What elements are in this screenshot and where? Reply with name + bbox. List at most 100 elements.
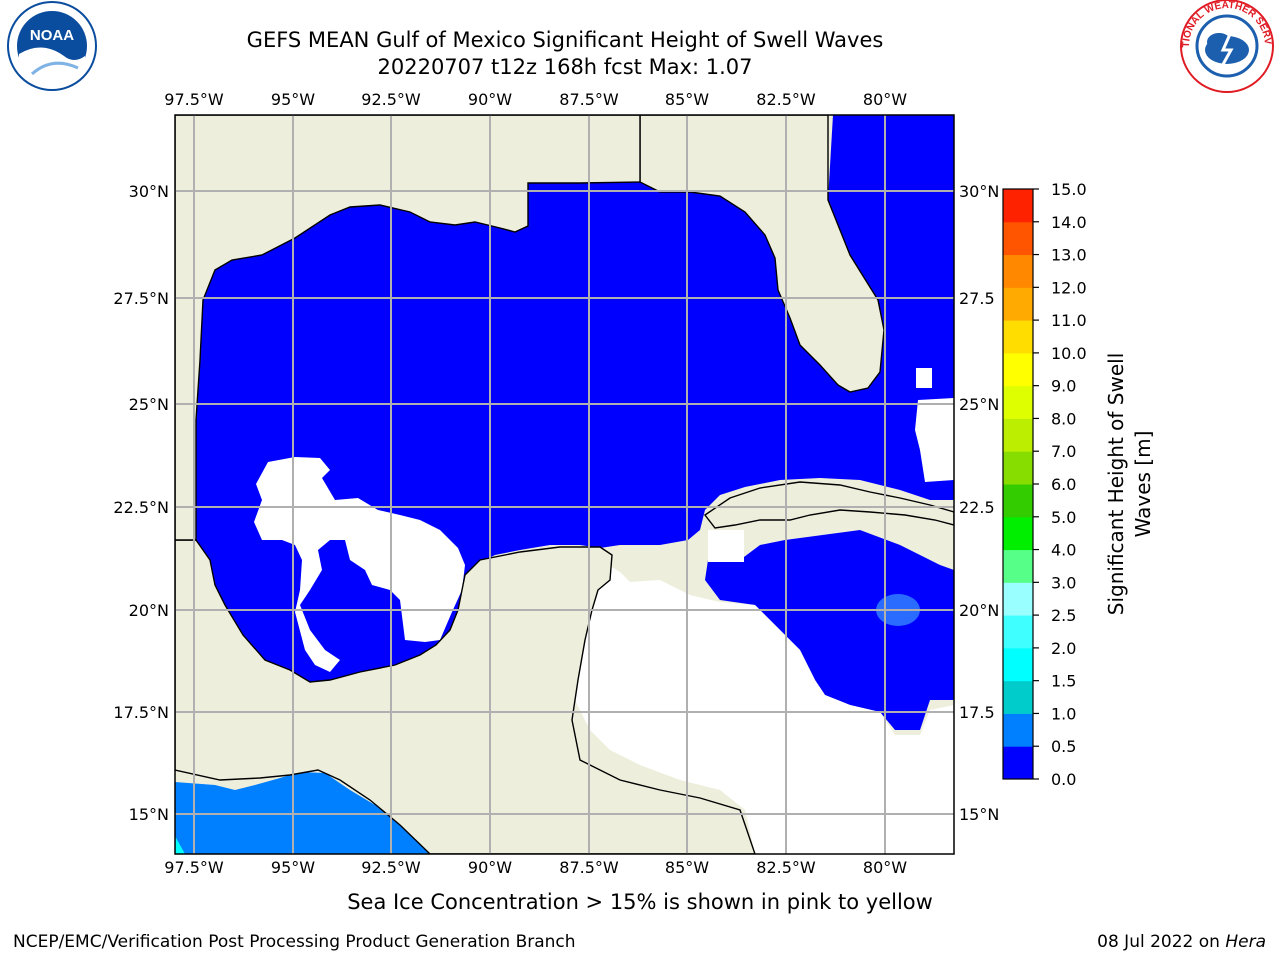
masked-area-bay-of-campeche [254,457,465,672]
graticule [175,115,954,854]
chart-subtitle: 20220707 t12z 168h fcst Max: 1.07 [377,55,753,79]
lon-label: 95°W [271,90,315,109]
colorbar-swatch [1003,647,1033,682]
colorbar-tick-label: 0.5 [1051,737,1076,756]
masked-area-yucatan-channel [565,560,954,854]
nws-logo: NATIONAL WEATHER SERVICE [1180,0,1274,93]
land-cuba [703,481,954,529]
colorbar-tick-label: 3.0 [1051,573,1076,592]
colorbar-swatch [1003,451,1033,485]
colorbar-tick-label: 2.5 [1051,606,1076,625]
colorbar-tick-label: 12.0 [1051,278,1087,297]
lat-labels-left: 30°N 27.5°N 25°N 22.5°N 20°N 17.5°N 15°N [113,182,169,824]
lon-labels-top: 97.5°W 95°W 92.5°W 90°W 87.5°W 85°W 82.5… [164,90,907,109]
pacific-swell-edge [175,836,185,854]
lat-label: 17.5°N [113,703,169,722]
lon-label: 97.5°W [164,858,224,877]
colorbar-tick-label: 15.0 [1051,180,1087,199]
colorbar-swatch [1003,254,1033,288]
colorbar-tick-label: 5.0 [1051,508,1076,527]
lon-label: 82.5°W [756,858,816,877]
lon-label: 92.5°W [361,90,421,109]
lat-label: 25°N [959,395,999,414]
noaa-logo-text: NOAA [30,27,74,44]
lat-label: 30°N [129,182,169,201]
colorbar-tick-label: 9.0 [1051,377,1076,396]
colorbar-swatch [1003,385,1033,419]
footer-host: Hera [1225,932,1266,952]
lon-label: 87.5°W [559,90,619,109]
lat-labels-right: 30°N 27.5 25°N 22.5 20°N 17.5 15°N [959,182,999,824]
lon-label: 95°W [271,858,315,877]
sea-ice-note: Sea Ice Concentration > 15% is shown in … [347,890,933,914]
lat-label: 25°N [129,395,169,414]
colorbar-swatch [1003,418,1033,452]
colorbar-tick-label: 6.0 [1051,475,1076,494]
colorbar-tick-label: 1.0 [1051,704,1076,723]
colorbar-swatch [1003,746,1033,780]
lon-label: 87.5°W [559,858,619,877]
lon-label: 80°W [863,90,907,109]
lat-label: 27.5°N [113,289,169,308]
footer-date-text: 08 Jul 2022 on [1097,932,1220,952]
colorbar-swatches [1003,189,1033,780]
colorbar-tick-label: 10.0 [1051,344,1087,363]
colorbar-label-line2: Waves [m] [1131,431,1155,538]
colorbar-swatch [1003,320,1033,354]
lat-label: 27.5 [959,289,995,308]
lat-label: 22.5 [959,498,995,517]
colorbar-swatch [1003,484,1033,518]
noaa-logo: NOAA [7,1,97,91]
footer-credit: NCEP/EMC/Verification Post Processing Pr… [13,932,576,952]
lat-label: 17.5 [959,703,995,722]
colorbar-tick-label: 13.0 [1051,246,1087,265]
lon-label: 90°W [468,858,512,877]
lat-label: 20°N [959,601,999,620]
land-us-coast [175,115,641,541]
colorbar-swatch [1003,680,1033,714]
lon-label: 90°W [468,90,512,109]
lat-label: 30°N [959,182,999,201]
colorbar-tick-label: 7.0 [1051,442,1076,461]
colorbar-swatch [1003,582,1033,616]
colorbar-tick-label: 1.5 [1051,672,1076,691]
colorbar-tick-label: 14.0 [1051,213,1087,232]
masked-area-bahamas [915,398,954,482]
lon-label: 80°W [863,858,907,877]
colorbar-tick-label: 4.0 [1051,541,1076,560]
colorbar-tick-label: 11.0 [1051,311,1087,330]
chart-title: GEFS MEAN Gulf of Mexico Significant Hei… [246,28,884,52]
map-area [175,115,954,854]
map-frame [174,114,955,855]
colorbar-swatch [1003,516,1033,551]
colorbar: 0.0 0.5 1.0 1.5 2.0 2.5 3.0 4.0 5.0 6.0 7.0 8.0 9.0 1… [1002,180,1155,789]
lon-label: 97.5°W [164,90,224,109]
caribbean-swell-field [705,530,954,730]
footer-date: 08 Jul 2022 on Hera [1097,932,1266,952]
colorbar-swatch [1003,221,1033,256]
colorbar-tick-label: 0.0 [1051,770,1076,789]
lon-label: 92.5°W [361,858,421,877]
colorbar-swatch [1003,352,1033,387]
masked-area-cuba-south [708,530,744,562]
colorbar-ticks: 0.0 0.5 1.0 1.5 2.0 2.5 3.0 4.0 5.0 6.0 7.0 8.0 9.0 1… [1033,180,1087,789]
lat-label: 15°N [129,805,169,824]
lon-labels-bottom: 97.5°W 95°W 92.5°W 90°W 87.5°W 85°W 82.5… [164,858,907,877]
colorbar-swatch [1003,549,1033,583]
land-yucatan [175,539,756,854]
lat-label: 20°N [129,601,169,620]
colorbar-swatch [1003,615,1033,649]
colorbar-swatch [1003,189,1033,223]
masked-area-bahamas-islet [916,368,932,388]
lat-label: 15°N [959,805,999,824]
colorbar-label-line1: Significant Height of Swell [1104,353,1128,615]
colorbar-swatch [1003,713,1033,747]
lat-label: 22.5°N [113,498,169,517]
lon-label: 85°W [665,858,709,877]
lon-label: 85°W [665,90,709,109]
colorbar-tick-label: 2.0 [1051,639,1076,658]
colorbar-swatch [1003,287,1033,321]
colorbar-tick-label: 8.0 [1051,409,1076,428]
lon-label: 82.5°W [756,90,816,109]
